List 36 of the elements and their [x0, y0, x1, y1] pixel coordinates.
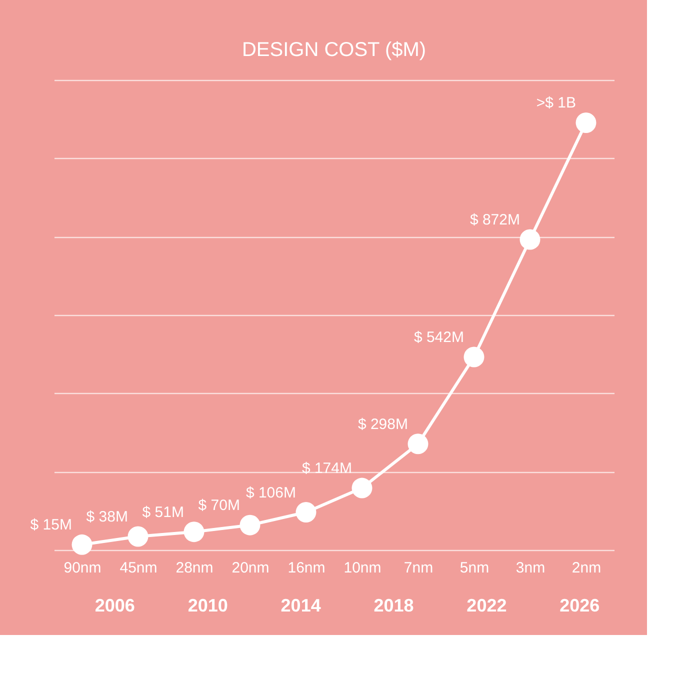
data-label: $ 542M: [414, 329, 464, 346]
x2-tick-label: 2022: [466, 596, 507, 616]
x2-tick-label: 2006: [94, 596, 135, 616]
chart-title: DESIGN COST ($M): [242, 39, 426, 61]
x-tick-label: 16nm: [288, 560, 326, 576]
x-tick-label: 20nm: [232, 560, 270, 576]
x-tick-label: 3nm: [516, 560, 546, 576]
x-tick-label: 10nm: [344, 560, 382, 576]
x-tick-label: 90nm: [64, 560, 102, 576]
point: [576, 112, 596, 133]
x2-tick-label: 2026: [560, 596, 600, 616]
x2-tick-label: 2018: [374, 596, 414, 616]
point: [352, 478, 372, 498]
data-label: $ 15M: [30, 516, 72, 534]
x-tick-label: 28nm: [176, 560, 214, 576]
x2-tick-label: 2010: [188, 596, 228, 616]
point: [408, 434, 428, 454]
data-label: $ 298M: [358, 416, 408, 433]
data-label: $ 38M: [86, 508, 128, 526]
point: [296, 502, 316, 522]
point: [240, 514, 260, 536]
data-label: $ 70M: [198, 497, 240, 514]
x-tick-label: 2nm: [572, 560, 602, 576]
point: [520, 229, 540, 250]
x2-tick-label: 2014: [280, 596, 321, 616]
point: [72, 534, 92, 555]
data-label: $ 106M: [246, 484, 296, 502]
point: [464, 346, 484, 368]
point: [128, 526, 148, 547]
x-tick-label: 5nm: [460, 560, 490, 576]
data-label: $ 51M: [142, 504, 184, 521]
point: [184, 522, 204, 542]
data-label: $ 872M: [470, 212, 520, 229]
x-tick-label: 7nm: [404, 560, 434, 576]
x-tick-label: 45nm: [120, 560, 158, 576]
data-label: >$ 1B: [536, 94, 576, 112]
